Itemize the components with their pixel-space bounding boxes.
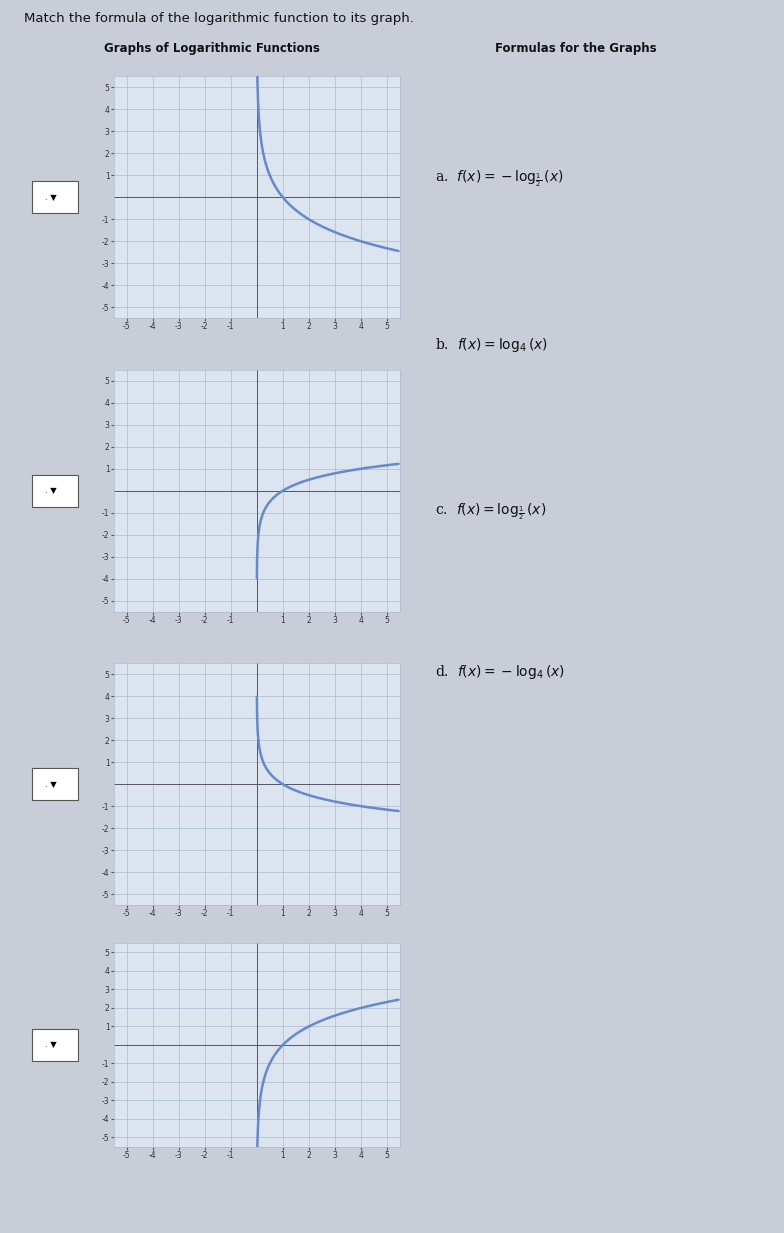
Text: Graphs of Logarithmic Functions: Graphs of Logarithmic Functions <box>103 42 320 55</box>
Text: . ▼: . ▼ <box>45 1041 56 1049</box>
Text: . ▼: . ▼ <box>45 779 56 789</box>
Text: d.  $f(x)=-\log_{4}(x)$: d. $f(x)=-\log_{4}(x)$ <box>435 663 565 681</box>
Text: b.  $f(x)=\log_{4}(x)$: b. $f(x)=\log_{4}(x)$ <box>435 337 548 354</box>
Text: . ▼: . ▼ <box>45 486 56 496</box>
Text: Match the formula of the logarithmic function to its graph.: Match the formula of the logarithmic fun… <box>24 12 413 26</box>
Text: . ▼: . ▼ <box>45 192 56 202</box>
Text: Formulas for the Graphs: Formulas for the Graphs <box>495 42 657 55</box>
Text: c.  $f(x)=\log_{\frac{1}{2}}(x)$: c. $f(x)=\log_{\frac{1}{2}}(x)$ <box>435 502 546 522</box>
Text: a.  $f(x)=-\log_{\frac{1}{2}}(x)$: a. $f(x)=-\log_{\frac{1}{2}}(x)$ <box>435 169 564 189</box>
